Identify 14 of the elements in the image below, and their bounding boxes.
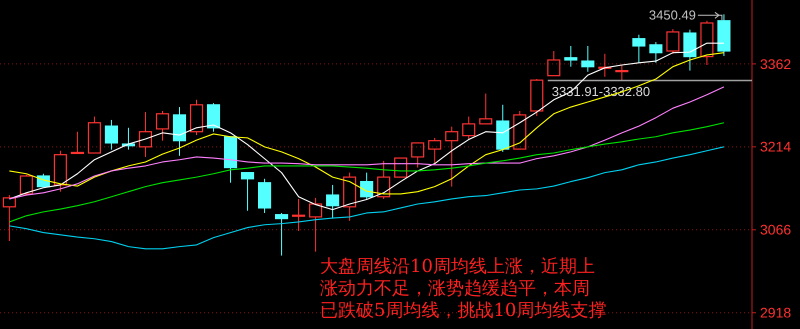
candlestick [326,184,340,220]
y-tick-label: 3362 [760,56,792,72]
candlestick [172,106,186,156]
line-series [8,146,724,250]
y-tick-label: 3066 [760,222,792,238]
candlestick [683,29,696,72]
line-series [8,122,724,222]
candlestick [292,198,306,232]
candlestick [445,126,458,188]
y-tick-label: 2918 [760,304,792,321]
annotation: 3450.49 [648,7,696,22]
annotation: 大盘周线沿10周均线上涨，近期上涨动力不足，涨势趋缓趋平，本周已跌破5周均线，挑战10周均线支撑 [320,256,606,321]
y-tick-label: 3214 [760,138,792,155]
candlestick [138,112,152,158]
